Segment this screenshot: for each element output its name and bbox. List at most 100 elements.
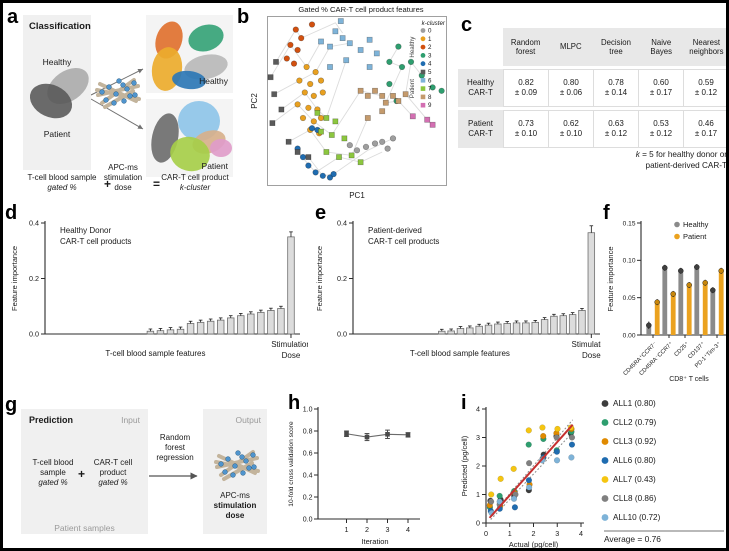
sample-ellipses <box>23 15 91 170</box>
svg-text:Stimulation: Stimulation <box>572 340 601 349</box>
predicted-vs-actual-chart: 0 1 2 3 4 0 1 2 3 4 Actual (pg/cell) Predicted (pg/… <box>458 393 729 548</box>
svg-text:0.0: 0.0 <box>29 330 39 339</box>
svg-text:CAR-T cell products: CAR-T cell products <box>368 237 439 246</box>
prediction-title: Prediction <box>29 415 73 425</box>
cluster-ellipse <box>210 139 232 157</box>
svg-text:Healthy: Healthy <box>683 220 709 229</box>
equation-right: CAR-T cell product k-cluster <box>153 173 237 193</box>
svg-text:4: 4 <box>476 405 480 414</box>
svg-text:Stimulation: Stimulation <box>271 340 308 349</box>
panel-b: b Gated % CAR-T cell product features PC2… <box>233 3 458 201</box>
svg-text:0.2: 0.2 <box>29 274 39 283</box>
svg-text:4: 4 <box>579 529 583 538</box>
cd8-feature-importance-chart: 0.000.050.100.15Feature importanceCD45RA… <box>601 199 729 395</box>
g-block2: CAR-T cell product gated % <box>85 458 141 488</box>
svg-text:2: 2 <box>532 529 536 538</box>
svg-text:Patient: Patient <box>409 79 416 99</box>
svg-text:ALL1 (0.80): ALL1 (0.80) <box>613 399 656 408</box>
svg-text:5: 5 <box>428 69 432 76</box>
panel-b-letter: b <box>237 7 249 27</box>
patient-samples-label: Patient samples <box>21 523 148 533</box>
panel-e: e 0.0 0.2 0.4 Feature importance Patient-der… <box>308 201 601 393</box>
svg-text:2: 2 <box>476 462 480 471</box>
svg-text:2: 2 <box>428 44 432 51</box>
panel-a: a Classification Healthy Patient Healthy… <box>5 7 233 201</box>
svg-text:0: 0 <box>428 28 432 35</box>
svg-text:0.2: 0.2 <box>303 495 313 502</box>
svg-text:3: 3 <box>476 433 480 442</box>
g-block1: T-cell blood sample gated % <box>25 458 81 488</box>
svg-text:0.8: 0.8 <box>303 429 313 436</box>
svg-text:Predicted (pg/cell): Predicted (pg/cell) <box>460 435 469 496</box>
apc-ms-molecule-icon <box>93 73 141 115</box>
sample-box: Classification Healthy Patient <box>23 15 91 170</box>
svg-text:PC2: PC2 <box>250 93 259 109</box>
prediction-input-box: Prediction Input T-cell blood sample gat… <box>21 409 148 534</box>
svg-text:Feature importance: Feature importance <box>606 246 615 311</box>
equation-middle: APC-ms stimulation dose <box>95 163 151 193</box>
svg-text:1: 1 <box>345 525 349 534</box>
svg-text:0.15: 0.15 <box>623 220 636 227</box>
table-cell: 0.60 ± 0.17 <box>639 70 684 106</box>
table-column-header: Nearest neighbors <box>684 28 729 66</box>
svg-text:CLL8 (0.86): CLL8 (0.86) <box>613 494 657 503</box>
panel-f: f 0.00 0.05 0.10 0.15 Feature importance CD45… <box>601 199 729 395</box>
patient-label: Patient <box>23 129 91 140</box>
svg-text:CLL3 (0.92): CLL3 (0.92) <box>613 437 657 446</box>
svg-text:k-cluster: k-cluster <box>422 20 446 27</box>
svg-text:9: 9 <box>428 102 432 109</box>
table-cell: 0.63 ± 0.12 <box>594 111 639 147</box>
panel-g: g Prediction Input T-cell blood sample g… <box>3 393 281 548</box>
panel-i: i 0 1 2 3 4 0 1 2 3 4 Actual (pg/cell) Predicted (p… <box>458 393 729 548</box>
patient-product-box: Patient <box>146 99 233 177</box>
panel-i-letter: i <box>461 393 467 413</box>
svg-text:Feature importance: Feature importance <box>315 246 324 311</box>
svg-text:6: 6 <box>428 77 432 84</box>
svg-text:Dose: Dose <box>582 351 601 360</box>
table-cell: 0.78 ± 0.14 <box>594 70 639 106</box>
cross-validation-chart: 0.0 0.2 0.4 0.6 0.8 1.0 1 2 3 4 10-fold cross vali… <box>281 393 458 548</box>
svg-text:1: 1 <box>476 490 480 499</box>
table-cell: 0.62 ± 0.10 <box>549 111 594 147</box>
svg-text:0.10: 0.10 <box>623 258 636 265</box>
svg-text:0: 0 <box>476 519 480 528</box>
svg-text:0.4: 0.4 <box>29 219 39 228</box>
svg-text:Feature importance: Feature importance <box>10 246 19 311</box>
svg-text:3: 3 <box>555 529 559 538</box>
panel-c: c Random forest MLPC Decision tree Naive Ba… <box>453 3 729 201</box>
svg-text:Gated % CAR-T cell product fea: Gated % CAR-T cell product features <box>298 5 423 14</box>
table-row: 0.73 ± 0.10 0.62 ± 0.10 0.63 ± 0.12 0.53 ± 0.12… <box>503 110 729 148</box>
svg-text:1: 1 <box>508 529 512 538</box>
svg-text:Iteration: Iteration <box>361 537 388 546</box>
svg-text:2: 2 <box>365 525 369 534</box>
g-output-text: APC-ms stimulation dose <box>203 491 267 521</box>
svg-text:ALL6 (0.80): ALL6 (0.80) <box>613 456 656 465</box>
table-column-header: MLPC <box>548 28 593 66</box>
svg-text:0.00: 0.00 <box>623 332 636 339</box>
svg-text:3: 3 <box>428 52 432 59</box>
equation-left: T-cell blood sample gated % <box>17 173 107 193</box>
svg-text:10-fold cross validation score: 10-fold cross validation score <box>288 421 295 507</box>
healthy-feature-importance-chart: 0.0 0.2 0.4 Feature importance Healthy Donor… <box>3 201 308 393</box>
cluster-ellipse <box>185 20 227 56</box>
g-plus-sign: + <box>78 467 85 481</box>
svg-text:ALL10 (0.72): ALL10 (0.72) <box>613 513 661 522</box>
regression-arrow <box>147 469 203 483</box>
svg-text:0.0: 0.0 <box>337 330 347 339</box>
panel-g-letter: g <box>5 395 17 415</box>
panel-h-letter: h <box>288 393 300 413</box>
svg-text:Patient-derived: Patient-derived <box>368 226 422 235</box>
panel-d-letter: d <box>5 203 17 223</box>
svg-text:0.0: 0.0 <box>303 517 313 524</box>
svg-text:T-cell blood sample features: T-cell blood sample features <box>410 349 510 358</box>
panel-f-letter: f <box>603 203 610 223</box>
pca-scatter-chart: Gated % CAR-T cell product features PC2 PC… <box>233 3 458 201</box>
panel-e-letter: e <box>315 203 326 223</box>
svg-text:1: 1 <box>428 36 432 43</box>
table-cell: 0.73 ± 0.10 <box>504 111 549 147</box>
healthy-product-label: Healthy <box>199 76 228 87</box>
panel-d: d 0.0 0.2 0.4 Feature importance Healthy Don… <box>3 201 308 393</box>
svg-text:Patient: Patient <box>683 232 707 241</box>
patient-product-label: Patient <box>202 161 228 172</box>
svg-text:0.6: 0.6 <box>303 451 313 458</box>
